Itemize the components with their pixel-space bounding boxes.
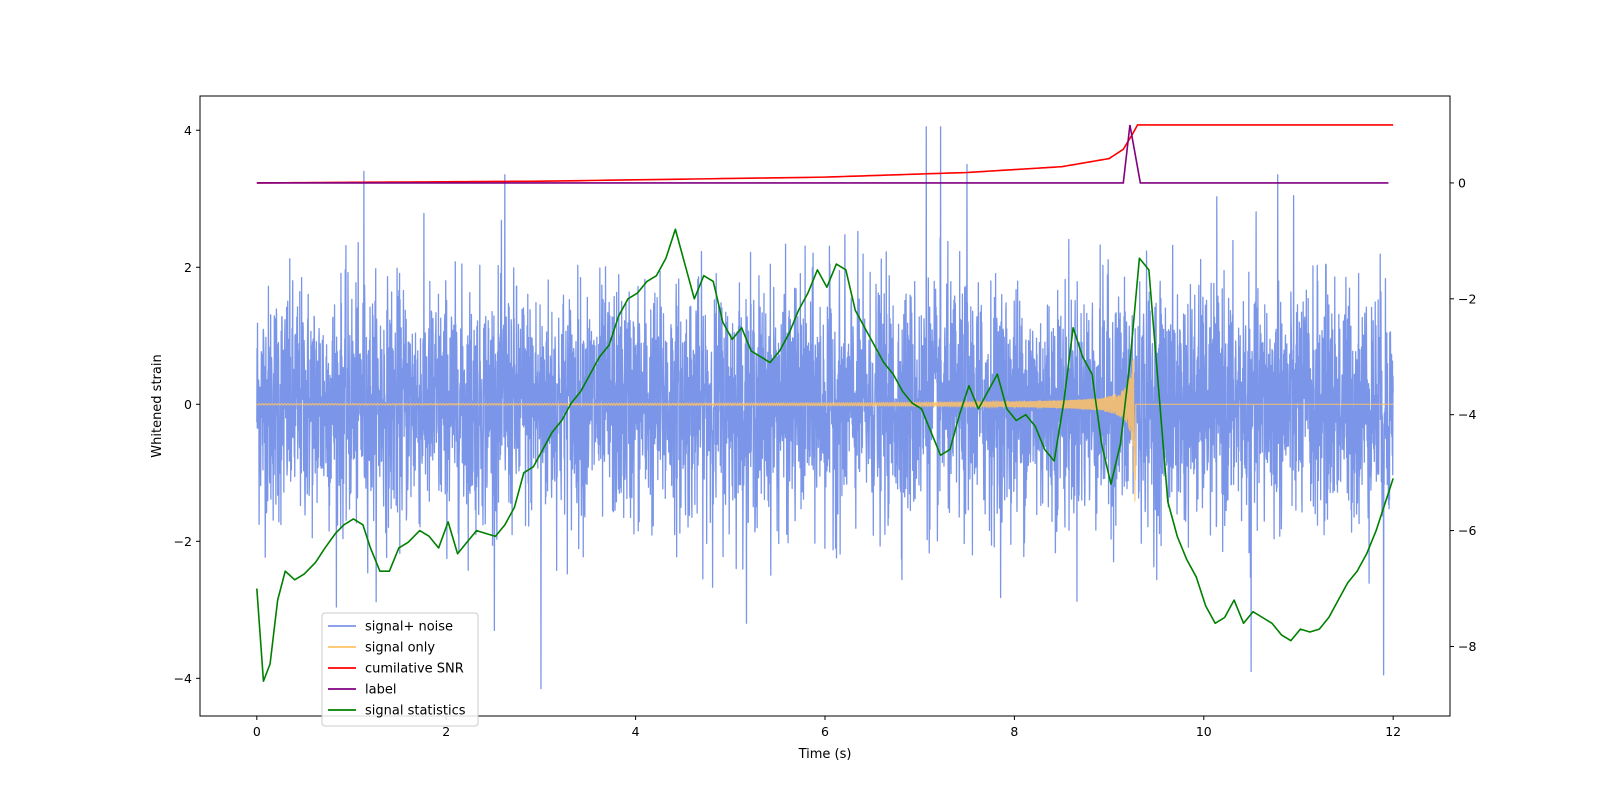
x-axis-label: Time (s) <box>798 747 852 762</box>
series-signal-noise-line <box>256 126 1394 690</box>
series-label-line <box>256 124 1389 184</box>
y-right-tick-label: −2 <box>1458 291 1476 306</box>
y-left-tick-label: 2 <box>184 260 192 275</box>
series-signal-statistics-line <box>256 228 1394 683</box>
legend-label: label <box>365 683 396 698</box>
legend-label: signal only <box>365 641 435 656</box>
y-left-tick-label: 4 <box>184 123 192 138</box>
series-cumulative-snr-line <box>256 124 1394 184</box>
x-tick-label: 10 <box>1196 724 1212 739</box>
y-left-tick-label: −4 <box>174 671 192 686</box>
series-signal-only-line <box>256 358 1394 502</box>
legend-box <box>321 612 479 727</box>
x-tick-label: 2 <box>442 724 450 739</box>
y-axis-label: Whitened strain <box>150 354 165 457</box>
y-axis-left: −4 −2 0 2 4 <box>174 123 200 686</box>
y-right-tick-label: −8 <box>1458 639 1476 654</box>
x-tick-label: 4 <box>632 724 640 739</box>
y-right-tick-label: −6 <box>1458 523 1476 538</box>
y-axis-right: −8 −6 −4 −2 0 <box>1450 175 1476 654</box>
x-tick-label: 8 <box>1010 724 1018 739</box>
y-right-tick-label: 0 <box>1458 175 1466 190</box>
x-tick-label: 12 <box>1385 724 1401 739</box>
plot-area <box>256 124 1394 690</box>
y-left-tick-label: −2 <box>174 534 192 549</box>
y-right-tick-label: −4 <box>1458 407 1476 422</box>
y-left-tick-label: 0 <box>184 397 192 412</box>
legend-label: signal+ noise <box>365 620 453 635</box>
x-tick-label: 0 <box>253 724 261 739</box>
legend-label: cumilative SNR <box>365 662 464 677</box>
legend-label: signal statistics <box>365 704 466 719</box>
x-tick-label: 6 <box>821 724 829 739</box>
legend: signal+ noise signal only cumilative SNR la… <box>321 612 479 727</box>
